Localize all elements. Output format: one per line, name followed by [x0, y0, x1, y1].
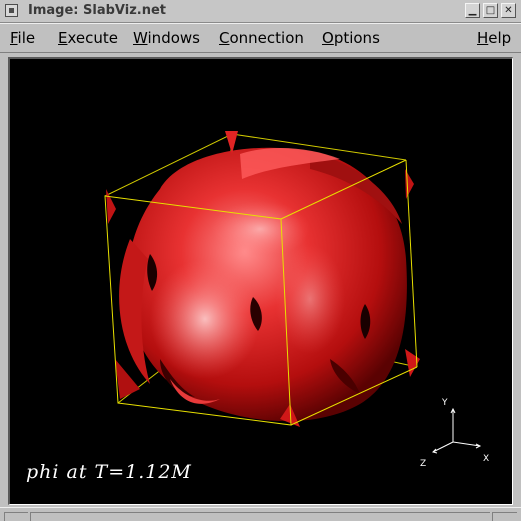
window-menu-icon[interactable] [5, 4, 18, 17]
viewport-caption: phi at T=1.12M [26, 461, 192, 483]
menu-options-label: ptions [333, 29, 380, 47]
menu-execute-label: xecute [67, 29, 118, 47]
menu-windows-label: indows [147, 29, 200, 47]
status-bar [0, 507, 521, 521]
menu-help-mnemonic: H [477, 29, 489, 47]
axis-z-label: Z [420, 459, 426, 469]
render-canvas: Y X Z [104, 131, 489, 469]
menu-bar: File Execute Windows Connection Options … [0, 23, 521, 53]
axis-triad [432, 407, 482, 454]
menu-help-label: elp [488, 29, 512, 47]
menu-file[interactable]: File [10, 29, 35, 47]
menu-execute[interactable]: Execute [58, 29, 118, 47]
status-segment-main [30, 512, 490, 521]
menu-options[interactable]: Options [322, 29, 380, 47]
title-bar[interactable]: Image: SlabViz.net ▁ □ ✕ [0, 0, 521, 23]
menu-options-mnemonic: O [322, 29, 334, 47]
close-button[interactable]: ✕ [501, 3, 516, 18]
menu-execute-mnemonic: E [58, 29, 68, 47]
axis-x-label: X [483, 454, 489, 464]
minimize-button[interactable]: ▁ [465, 3, 480, 18]
menu-help[interactable]: Help [477, 29, 511, 47]
bounding-box-front [104, 159, 418, 426]
menu-connection-mnemonic: C [219, 29, 230, 47]
window-title: Image: SlabViz.net [28, 3, 166, 18]
menu-connection[interactable]: Connection [219, 29, 304, 47]
menu-file-mnemonic: F [10, 29, 18, 47]
maximize-button[interactable]: □ [483, 3, 498, 18]
menu-windows[interactable]: Windows [133, 29, 200, 47]
axis-y-label: Y [441, 398, 448, 408]
menu-windows-mnemonic: W [133, 29, 148, 47]
status-segment-right [492, 512, 517, 521]
menu-connection-label: onnection [229, 29, 304, 47]
render-viewport[interactable]: Y X Z phi at T=1.12M [8, 57, 513, 505]
status-segment-left [4, 512, 28, 521]
menu-file-label: ile [17, 29, 36, 47]
isosurface [106, 131, 420, 427]
